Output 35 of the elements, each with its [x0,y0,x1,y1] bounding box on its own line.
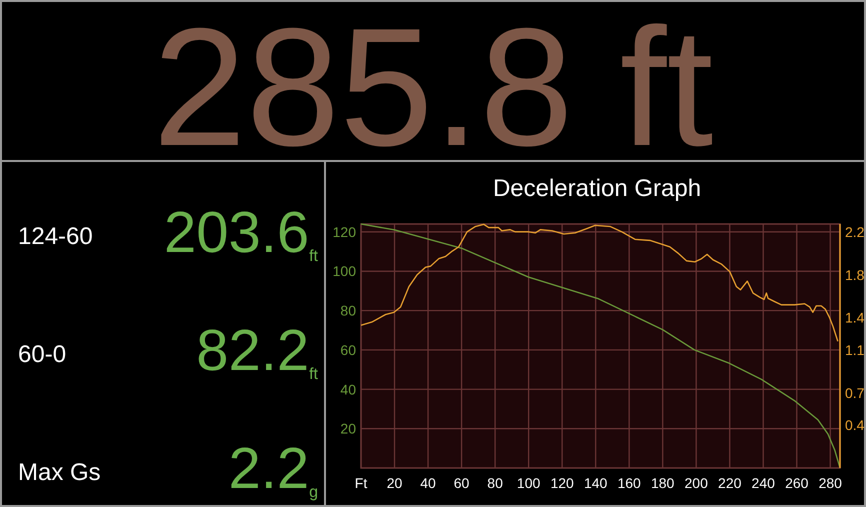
line-series [360,223,841,469]
x-tick-label: 120 [550,475,574,491]
text: 2.2$_{g}$ [228,436,318,501]
text: 203.6$_{ft}$ [164,200,319,265]
y-tick-label: 80 [340,302,356,319]
y2-tick-label: 0.7 [845,384,865,401]
y-tick-label: 120 [332,224,356,240]
x-tick-label: 20 [386,475,403,491]
y-tick-label: 20 [340,420,356,437]
y2-tick-label: 2.2 [845,224,865,240]
x-tick-label: 40 [420,475,436,491]
y2-tick-label: 1.4 [845,310,865,326]
x-tick-label: 140 [584,475,608,491]
x-tick-label: 180 [651,475,675,491]
x-tick-label: 60 [454,475,470,491]
x-tick-label: 160 [617,475,642,491]
y-tick-label: 60 [340,342,356,358]
y-tick-label: 100 [332,263,356,280]
text: 124-60 [18,223,93,250]
y-tick-label: 40 [340,381,356,398]
y2-tick-label: 0.4 [845,417,865,434]
y2-tick-label: 1.1 [845,342,865,358]
x-tick-label: 260 [785,475,809,491]
x-tick-label: 200 [684,475,708,491]
x-tick-label: 100 [516,475,540,491]
x-tick-label: Ft [354,475,368,491]
chart-title: Deceleration Graph [492,175,702,202]
x-tick-label: 220 [718,475,742,491]
y2-tick-label: 1.8 [845,266,865,283]
text: 60-0 [18,341,66,368]
x-tick-label: 240 [752,475,776,491]
x-tick-label: 80 [487,475,504,491]
x-tick-label: 280 [818,475,842,491]
text: 82.2$_{ft}$ [196,318,319,383]
text: Max Gs [18,459,101,486]
